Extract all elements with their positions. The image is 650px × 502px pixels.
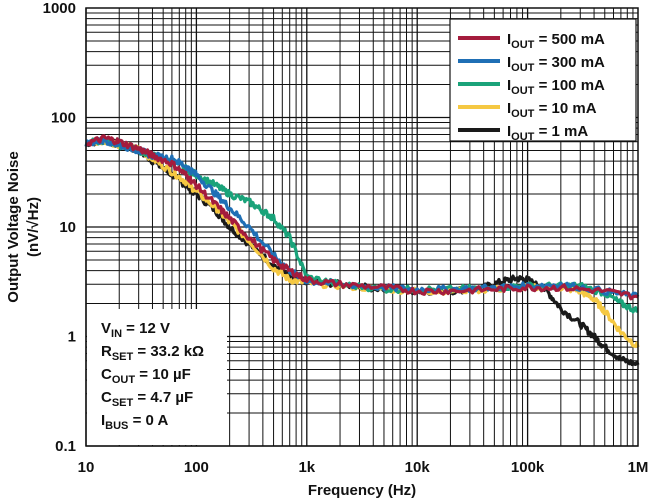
plot-frame <box>85 7 639 447</box>
condition-line: CSET = 4.7 µF <box>101 389 193 409</box>
y-tick-label: 1000 <box>43 0 76 17</box>
legend-label: IOUT = 500 mA <box>507 31 605 51</box>
legend-label: IOUT = 10 mA <box>507 100 597 120</box>
y-axis-units: (nV/√Hz) <box>25 197 42 257</box>
y-tick-label: 0.1 <box>55 438 76 455</box>
x-tick-label: 10k <box>405 459 431 476</box>
legend: IOUT = 500 mA IOUT = 300 mA IOUT = 100 mA I… <box>449 18 637 143</box>
x-tick-label: 10 <box>78 459 95 476</box>
y-tick-label: 1 <box>68 329 76 346</box>
x-tick-label: 100k <box>511 459 545 476</box>
x-axis-title: Frequency (Hz) <box>308 482 416 499</box>
condition-line: VIN = 12 V <box>101 320 170 340</box>
x-tick-label: 100 <box>184 459 209 476</box>
legend-label: IOUT = 1 mA <box>507 123 588 143</box>
y-axis-title: Output Voltage Noise <box>5 151 22 302</box>
x-tick-label: 1M <box>628 459 649 476</box>
tick-labels: 10 100 1k 10k 100k 1M 0.1 1 10 100 1000 <box>43 0 649 476</box>
condition-line: COUT = 10 µF <box>101 366 191 386</box>
grid <box>85 8 638 447</box>
legend-label: IOUT = 300 mA <box>507 54 605 74</box>
y-tick-label: 100 <box>51 110 76 127</box>
conditions-box: VIN = 12 V RSET = 33.2 kΩ COUT = 10 µF CSET… <box>87 309 227 445</box>
x-tick-label: 1k <box>298 459 315 476</box>
conditions-background <box>87 309 227 445</box>
condition-line: IBUS = 0 A <box>101 412 168 432</box>
y-tick-label: 10 <box>59 219 76 236</box>
condition-line: RSET = 33.2 kΩ <box>101 343 204 363</box>
series-line <box>85 134 639 301</box>
series-lines <box>84 134 640 367</box>
legend-label: IOUT = 100 mA <box>507 77 605 97</box>
